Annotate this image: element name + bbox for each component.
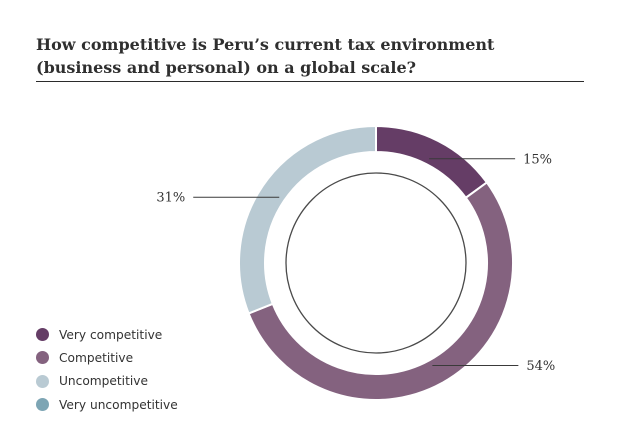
chart-title: How competitive is Peru’s current tax en… xyxy=(36,35,495,77)
legend-label-competitive: Competitive xyxy=(59,350,134,365)
donut-inner-ring xyxy=(285,172,467,354)
legend-label-very-uncompetitive: Very uncompetitive xyxy=(59,397,178,412)
legend-swatch-uncompetitive xyxy=(36,374,49,388)
legend-item-competitive: Competitive xyxy=(36,346,178,369)
donut-slice-very-competitive xyxy=(375,124,489,200)
title-divider xyxy=(36,81,584,82)
legend-item-very-competitive: Very competitive xyxy=(36,323,178,346)
legend-swatch-very-competitive xyxy=(36,328,49,342)
legend-swatch-very-uncompetitive xyxy=(36,398,49,412)
chart-legend: Very competitive Competitive Uncompetitive… xyxy=(36,323,178,416)
legend-swatch-competitive xyxy=(36,351,49,365)
legend-item-very-uncompetitive: Very uncompetitive xyxy=(36,393,178,416)
legend-label-very-competitive: Very competitive xyxy=(59,327,163,342)
data-label-competitive: 54% xyxy=(526,359,555,374)
data-labels: 15% 54% 31% xyxy=(156,152,555,374)
data-label-very-competitive: 15% xyxy=(523,152,552,167)
donut-slice-uncompetitive xyxy=(238,124,377,315)
legend-label-uncompetitive: Uncompetitive xyxy=(59,374,148,389)
donut-slices xyxy=(238,124,514,401)
donut-slice-competitive xyxy=(247,181,514,401)
data-label-uncompetitive: 31% xyxy=(156,191,185,206)
legend-item-uncompetitive: Uncompetitive xyxy=(36,370,178,393)
data-label-leaders xyxy=(193,158,519,367)
